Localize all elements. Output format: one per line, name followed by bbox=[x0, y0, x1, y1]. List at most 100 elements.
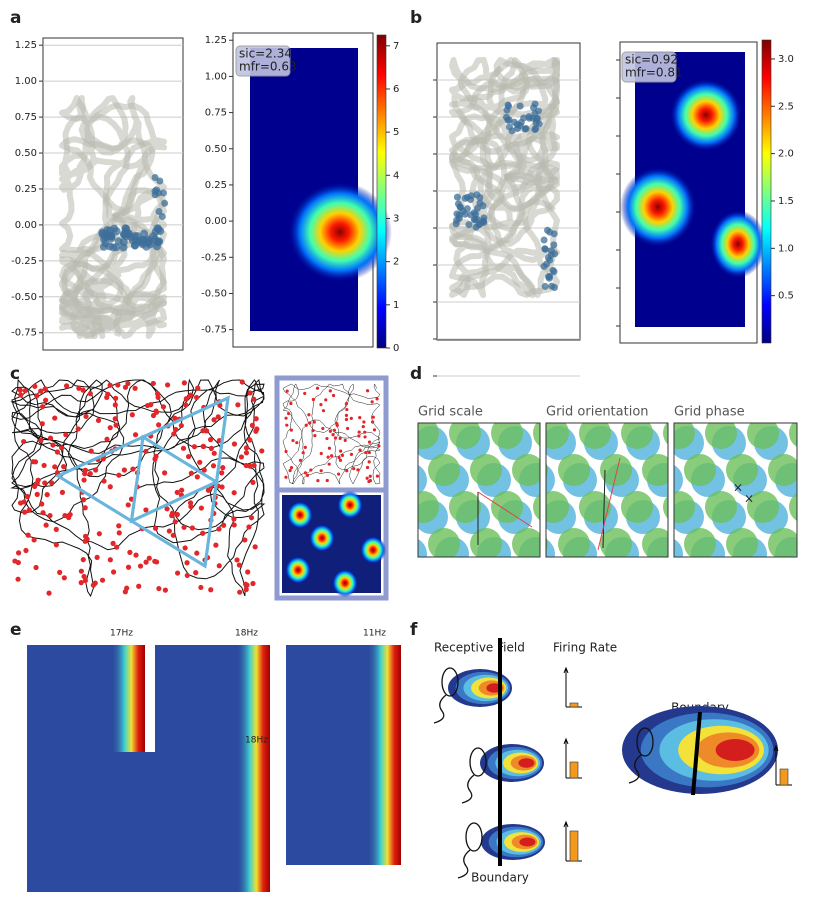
spike bbox=[211, 450, 217, 456]
spike bbox=[220, 465, 226, 471]
spike bbox=[345, 469, 349, 473]
spike bbox=[249, 422, 255, 428]
green-field bbox=[407, 565, 439, 597]
spike bbox=[107, 557, 113, 563]
spike bbox=[453, 193, 461, 201]
spike bbox=[313, 434, 317, 438]
spike bbox=[80, 387, 86, 393]
spike bbox=[259, 448, 265, 454]
spike bbox=[211, 417, 217, 423]
spike bbox=[191, 444, 198, 450]
spike bbox=[17, 500, 24, 506]
green-field bbox=[491, 565, 523, 597]
spike bbox=[195, 385, 201, 391]
colorbar-tick-label: 0.5 bbox=[778, 291, 794, 302]
spike bbox=[125, 380, 131, 387]
spike bbox=[305, 473, 310, 477]
grid-field bbox=[337, 491, 363, 519]
rate-bar bbox=[779, 768, 789, 786]
spike bbox=[540, 236, 548, 244]
spike bbox=[325, 478, 329, 483]
panel-title: Grid orientation bbox=[546, 405, 649, 420]
spike bbox=[357, 430, 361, 434]
green-field bbox=[491, 423, 523, 449]
spike bbox=[243, 586, 249, 593]
green-field bbox=[575, 565, 607, 597]
spike bbox=[23, 547, 29, 554]
spike bbox=[100, 456, 106, 462]
spike bbox=[128, 496, 135, 502]
green-field bbox=[684, 454, 716, 486]
y-tick-label: 0.00 bbox=[205, 216, 227, 227]
green-field bbox=[642, 528, 668, 557]
spike bbox=[153, 186, 161, 194]
spike bbox=[146, 555, 152, 561]
spike bbox=[239, 379, 245, 385]
y-tick-label: 0.50 bbox=[205, 144, 227, 155]
boundary-field bbox=[236, 752, 270, 892]
spike bbox=[235, 402, 241, 408]
rate-label: 18Hz bbox=[235, 629, 258, 639]
ref-line bbox=[602, 469, 606, 549]
green-field bbox=[386, 454, 418, 486]
panel-label: a bbox=[10, 8, 21, 28]
spike bbox=[106, 232, 115, 241]
colorbar bbox=[376, 34, 387, 349]
grid-frame bbox=[417, 422, 541, 558]
spike bbox=[330, 454, 334, 458]
trajectory bbox=[59, 214, 167, 339]
column-header: Receptive Field bbox=[434, 641, 525, 655]
y-tick-label: 0.75 bbox=[205, 108, 227, 119]
spike bbox=[182, 545, 188, 551]
spike bbox=[49, 480, 55, 486]
arrow-head bbox=[773, 744, 779, 752]
spike bbox=[284, 449, 288, 454]
spike bbox=[181, 380, 187, 386]
rate-label: 17Hz bbox=[110, 629, 133, 639]
spike bbox=[304, 423, 308, 427]
spike bbox=[307, 413, 311, 417]
spike bbox=[137, 563, 144, 569]
spike bbox=[90, 582, 96, 588]
spike bbox=[42, 386, 48, 392]
blue-field bbox=[674, 465, 683, 495]
spike bbox=[194, 550, 200, 556]
spike bbox=[95, 417, 102, 424]
y-tick-label: 1.00 bbox=[205, 71, 227, 82]
spike bbox=[127, 549, 133, 555]
spike bbox=[508, 127, 516, 135]
spike bbox=[156, 227, 165, 236]
green-field bbox=[470, 454, 502, 486]
spike bbox=[154, 237, 163, 246]
annotation-box bbox=[235, 45, 291, 77]
green-field bbox=[428, 528, 460, 557]
panels: 1.251.000.750.500.250.00-0.25-0.50-0.751… bbox=[10, 32, 798, 892]
column-header: Firing Rate bbox=[553, 641, 617, 655]
spike bbox=[156, 585, 162, 592]
spike bbox=[110, 224, 119, 233]
spike bbox=[345, 407, 349, 412]
spike bbox=[25, 532, 31, 538]
green-field bbox=[705, 423, 737, 449]
spike bbox=[455, 214, 463, 222]
spike bbox=[200, 443, 207, 450]
spike bbox=[303, 391, 307, 396]
spike bbox=[178, 422, 184, 429]
spike bbox=[107, 425, 113, 431]
spike bbox=[125, 502, 131, 508]
spike bbox=[213, 542, 219, 548]
spike bbox=[375, 397, 379, 401]
spike bbox=[93, 467, 99, 473]
spike bbox=[312, 420, 316, 424]
grid-box bbox=[386, 423, 607, 597]
spike bbox=[184, 572, 190, 579]
spike bbox=[115, 382, 121, 388]
colorbar-tick-label: 3 bbox=[393, 213, 399, 224]
green-field bbox=[705, 565, 737, 597]
spike bbox=[83, 413, 89, 420]
blue-field bbox=[674, 539, 683, 557]
spike bbox=[183, 396, 189, 402]
boundary-field bbox=[367, 645, 401, 865]
spike bbox=[198, 505, 204, 511]
